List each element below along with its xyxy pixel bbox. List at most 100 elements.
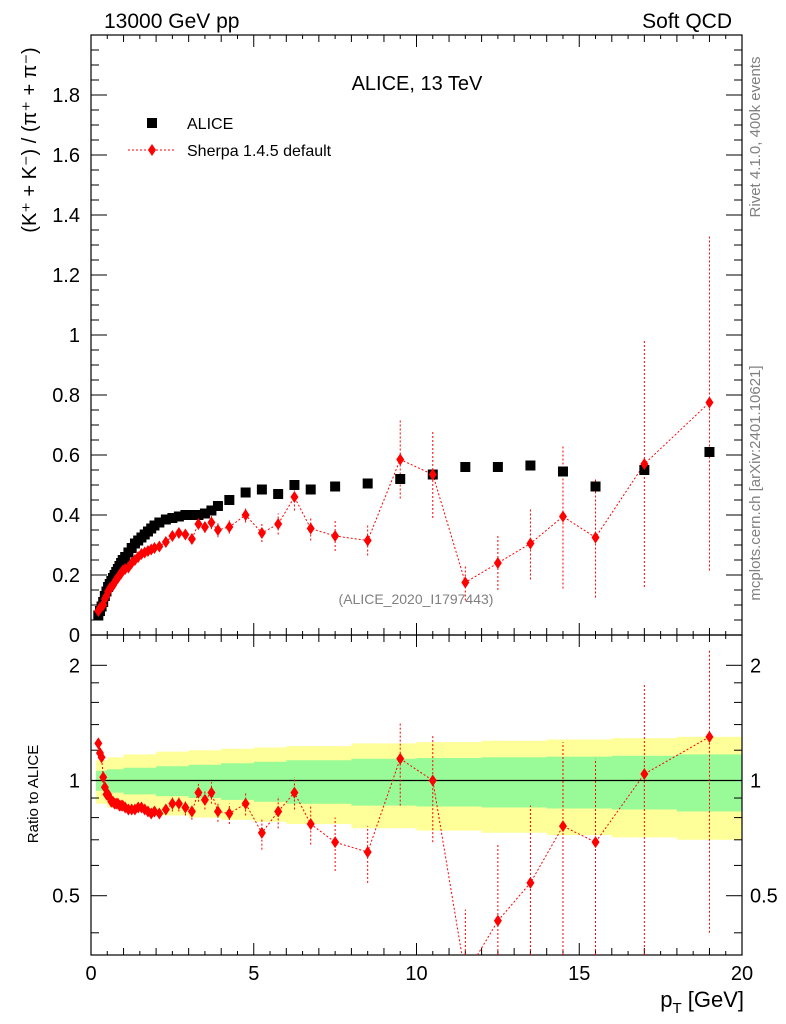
alice-point: [206, 505, 217, 516]
alice-point: [704, 447, 715, 457]
y-tick-label: 1.6: [52, 145, 80, 167]
ratio-y-tick-label-right: 2: [750, 655, 761, 677]
ratio-sherpa-point: [493, 914, 502, 927]
ratio-sherpa-point: [428, 774, 437, 787]
y-tick-label: 1.4: [52, 205, 80, 227]
sherpa-point: [461, 576, 470, 589]
alice-point: [557, 466, 568, 477]
alice-point: [395, 474, 406, 484]
alice-point: [224, 495, 235, 505]
sherpa-point: [174, 527, 183, 539]
y-tick-label: 0.4: [52, 505, 80, 527]
legend-label-alice: ALICE: [187, 116, 233, 133]
ratio-sherpa-point: [526, 876, 535, 889]
sherpa-point: [428, 468, 437, 481]
ratio-sherpa-point: [306, 817, 315, 830]
ratio-sherpa-point: [94, 737, 103, 750]
sherpa-point: [705, 396, 714, 409]
sherpa-point: [274, 518, 283, 530]
ratio-sherpa-point: [174, 797, 183, 810]
y-tick-label: 1: [69, 325, 80, 347]
ratio-sherpa-point: [194, 786, 203, 799]
alice-point: [362, 478, 373, 489]
ratio-sherpa-point: [591, 836, 600, 849]
alice-point: [590, 481, 601, 492]
sherpa-point: [213, 524, 222, 536]
ratio-sherpa-point: [396, 752, 405, 765]
ratio-sherpa-point: [168, 797, 177, 810]
ratio-sherpa-point: [181, 801, 190, 814]
ratio-y-tick-label-left: 0.5: [52, 886, 80, 908]
alice-point: [330, 481, 341, 492]
alice-point: [193, 510, 204, 520]
ratio-panel: Ratio to ALICE 0 5 10 15 20 0.5 0.5 1 1 2 2: [25, 634, 778, 985]
sherpa-point: [121, 563, 130, 575]
sherpa-point: [207, 516, 216, 529]
analysis-label: (ALICE_2020_I1797443): [339, 591, 494, 607]
y-axis-label: (K⁺ + K⁻) / (π⁺ + π⁻): [19, 47, 41, 232]
legend: ALICE Sherpa 1.4.5 default: [128, 116, 332, 160]
ratio-sherpa-point: [363, 846, 372, 859]
sherpa-point: [306, 522, 315, 535]
x-tick-label: 5: [248, 963, 259, 985]
alice-point: [256, 484, 267, 495]
x-tick-label: 15: [568, 963, 590, 985]
ratio-sherpa-point: [225, 807, 234, 820]
sherpa-point: [290, 491, 299, 503]
ratio-sherpa-point: [187, 805, 196, 818]
y-tick-label: 1.8: [52, 85, 80, 107]
legend-marker-sherpa: [148, 144, 156, 156]
ratio-sherpa-point: [640, 767, 649, 780]
sherpa-point: [558, 510, 567, 523]
sherpa-point: [526, 537, 535, 550]
ratio-sherpa-point: [155, 807, 164, 820]
alice-point: [154, 517, 165, 528]
ratio-sherpa-point: [213, 805, 222, 818]
alice-point: [180, 510, 191, 520]
sherpa-point: [331, 530, 340, 542]
alice-point: [167, 513, 178, 523]
sherpa-point: [194, 518, 203, 530]
ratio-sherpa-point: [274, 805, 283, 818]
sherpa-point: [181, 528, 190, 541]
ratio-y-tick-label-right: 0.5: [750, 886, 778, 908]
sherpa-point: [640, 458, 649, 470]
sherpa-point: [363, 534, 372, 547]
y-tick-label: 0.8: [52, 385, 80, 407]
alice-point: [199, 508, 210, 519]
x-tick-label: 0: [85, 963, 96, 985]
sherpa-point: [396, 453, 405, 466]
side-label-mcplots: mcplots.cern.ch [arXiv:2401.10621]: [747, 365, 764, 600]
ratio-sherpa-line: [97, 736, 710, 955]
ratio-sherpa-point: [207, 786, 216, 799]
sherpa-line: [97, 402, 710, 612]
alice-point: [173, 511, 184, 522]
sherpa-point: [241, 509, 250, 521]
main-panel: ALICE, 13 TeV (K⁺ + K⁻) / (π⁺ + π⁻) (ALI…: [19, 34, 743, 647]
ratio-sherpa-point: [331, 836, 340, 849]
alice-point: [273, 489, 284, 499]
sherpa-point: [200, 521, 209, 533]
legend-label-sherpa: Sherpa 1.4.5 default: [187, 143, 332, 160]
ratio-sherpa-point: [290, 786, 299, 799]
x-tick-label: 10: [405, 963, 427, 985]
ratio-sherpa-point: [558, 820, 567, 833]
x-tick-label: 20: [731, 963, 753, 985]
x-axis-label: pT [GeV]: [660, 987, 744, 1017]
ratio-sherpa-point: [705, 730, 714, 743]
y-tick-label: 0: [69, 625, 80, 647]
header-left: 13000 GeV pp: [104, 10, 239, 33]
sherpa-point: [155, 540, 164, 553]
ratio-sherpa-point: [241, 797, 250, 810]
sherpa-point: [257, 527, 266, 539]
alice-point: [460, 462, 471, 472]
sherpa-point: [187, 533, 196, 545]
alice-point: [212, 501, 223, 511]
ratio-band-inner: [95, 754, 742, 812]
sherpa-point: [493, 557, 502, 569]
y-tick-label: 1.2: [52, 265, 80, 287]
sherpa-point: [168, 530, 177, 542]
y-tick-label: 0.2: [52, 565, 80, 587]
alice-point: [186, 510, 197, 520]
